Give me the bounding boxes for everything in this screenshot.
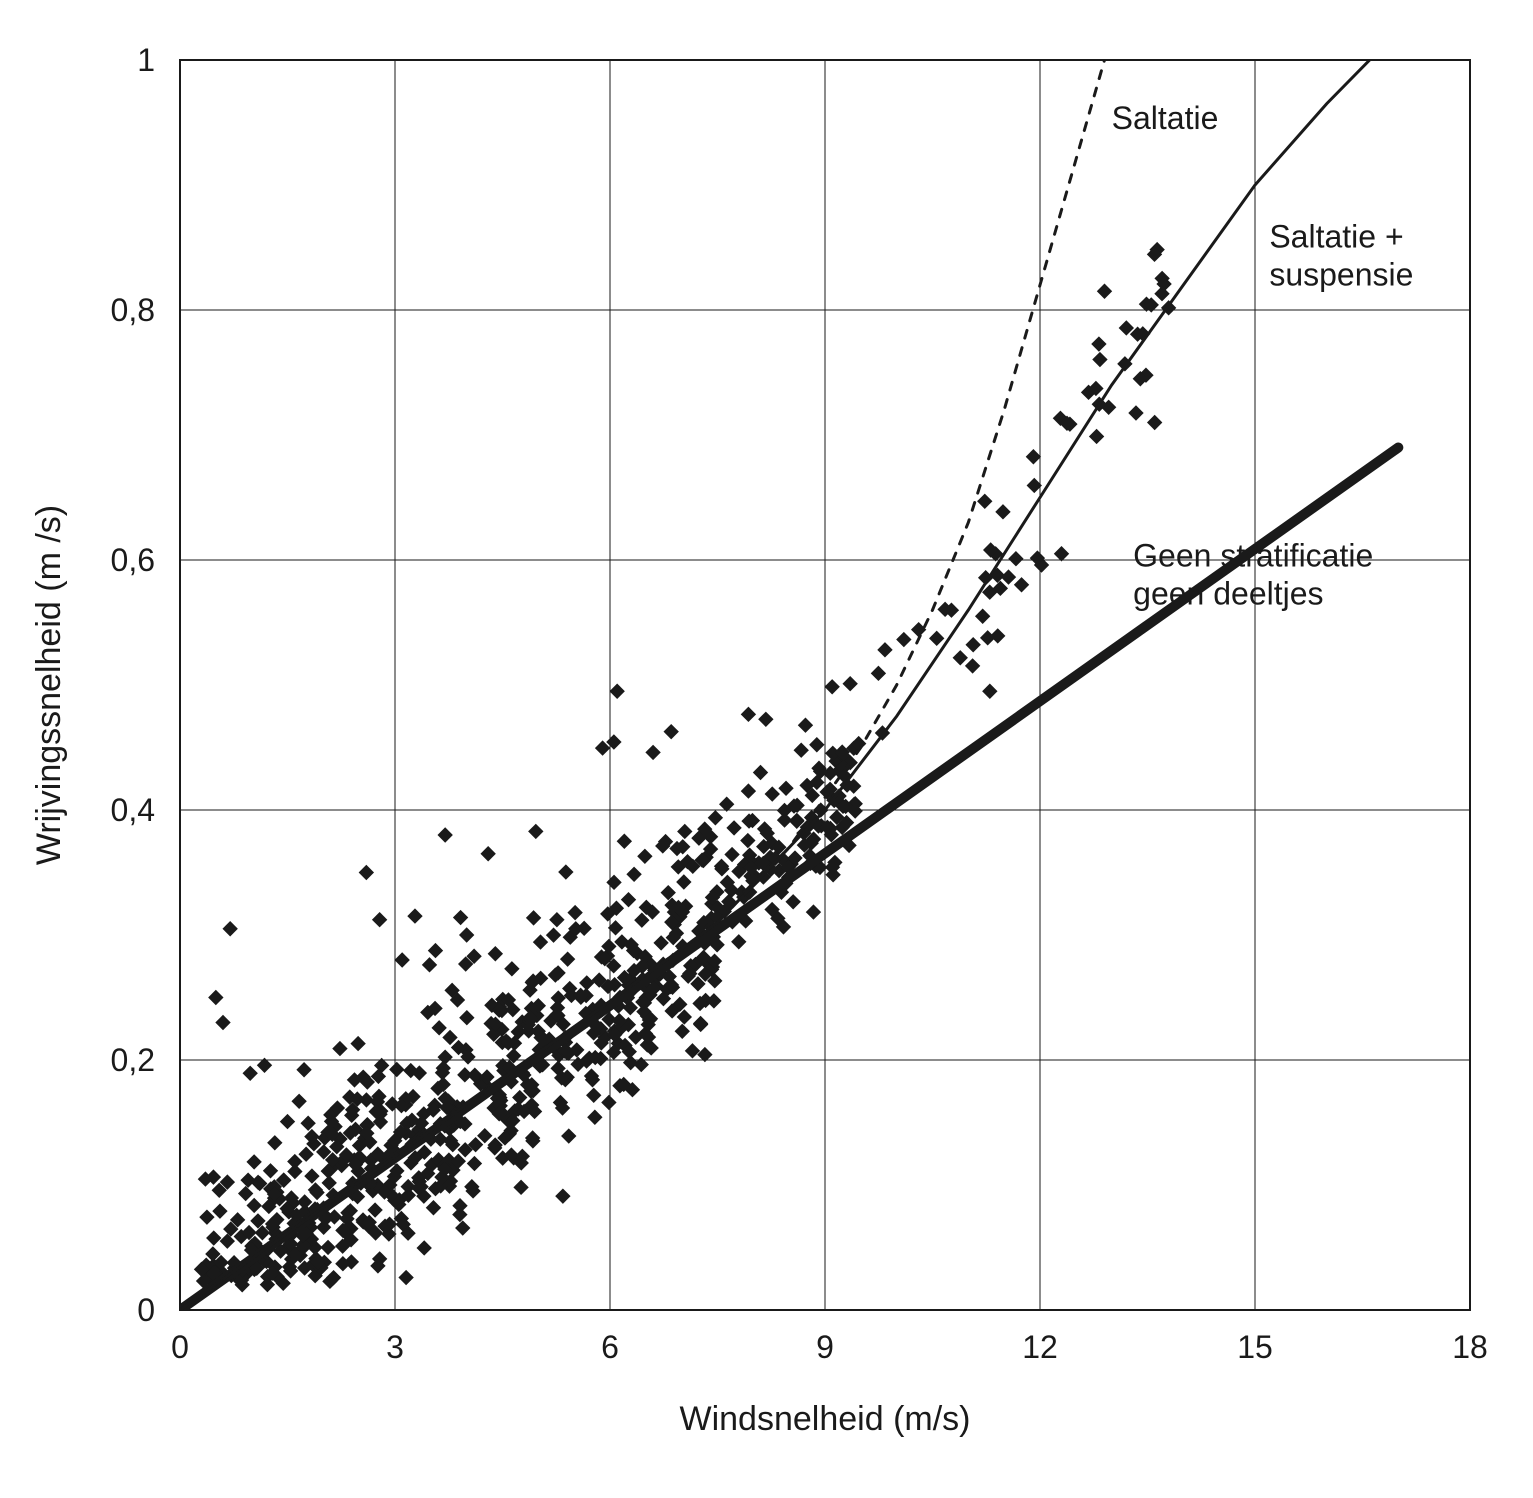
x-tick-label: 15 — [1237, 1329, 1273, 1365]
x-tick-label: 0 — [171, 1329, 189, 1365]
y-tick-label: 1 — [137, 42, 155, 78]
y-tick-label: 0,4 — [111, 792, 155, 828]
chart-container: 0 3 6 9 12 15 18 0 0,2 0,4 0,6 0,8 1 Windsnelheid (m/… — [0, 0, 1533, 1498]
x-tick-label: 6 — [601, 1329, 619, 1365]
label-saltatie: Saltatie — [1112, 100, 1219, 136]
scatter-chart: 0 3 6 9 12 15 18 0 0,2 0,4 0,6 0,8 1 Windsnelheid (m/… — [0, 0, 1533, 1498]
y-tick-label: 0,6 — [111, 542, 155, 578]
x-tick-label: 12 — [1022, 1329, 1058, 1365]
y-tick-label: 0,2 — [111, 1042, 155, 1078]
label-salt-susp-line: suspensie — [1269, 257, 1413, 293]
x-tick-label: 18 — [1452, 1329, 1488, 1365]
label-no-strat-line: Geen stratificatie — [1133, 537, 1373, 573]
x-tick-label: 9 — [816, 1329, 834, 1365]
y-tick-label: 0 — [137, 1292, 155, 1328]
y-tick-label: 0,8 — [111, 292, 155, 328]
label-no-strat-line: geen deeltjes — [1133, 575, 1323, 611]
label-saltatie-line: Saltatie — [1112, 100, 1219, 136]
x-axis-label: Windsnelheid (m/s) — [680, 1400, 971, 1438]
y-axis-label: Wrijvingssnelheid (m /s) — [30, 505, 68, 865]
label-salt-susp-line: Saltatie + — [1269, 219, 1403, 255]
x-tick-label: 3 — [386, 1329, 404, 1365]
